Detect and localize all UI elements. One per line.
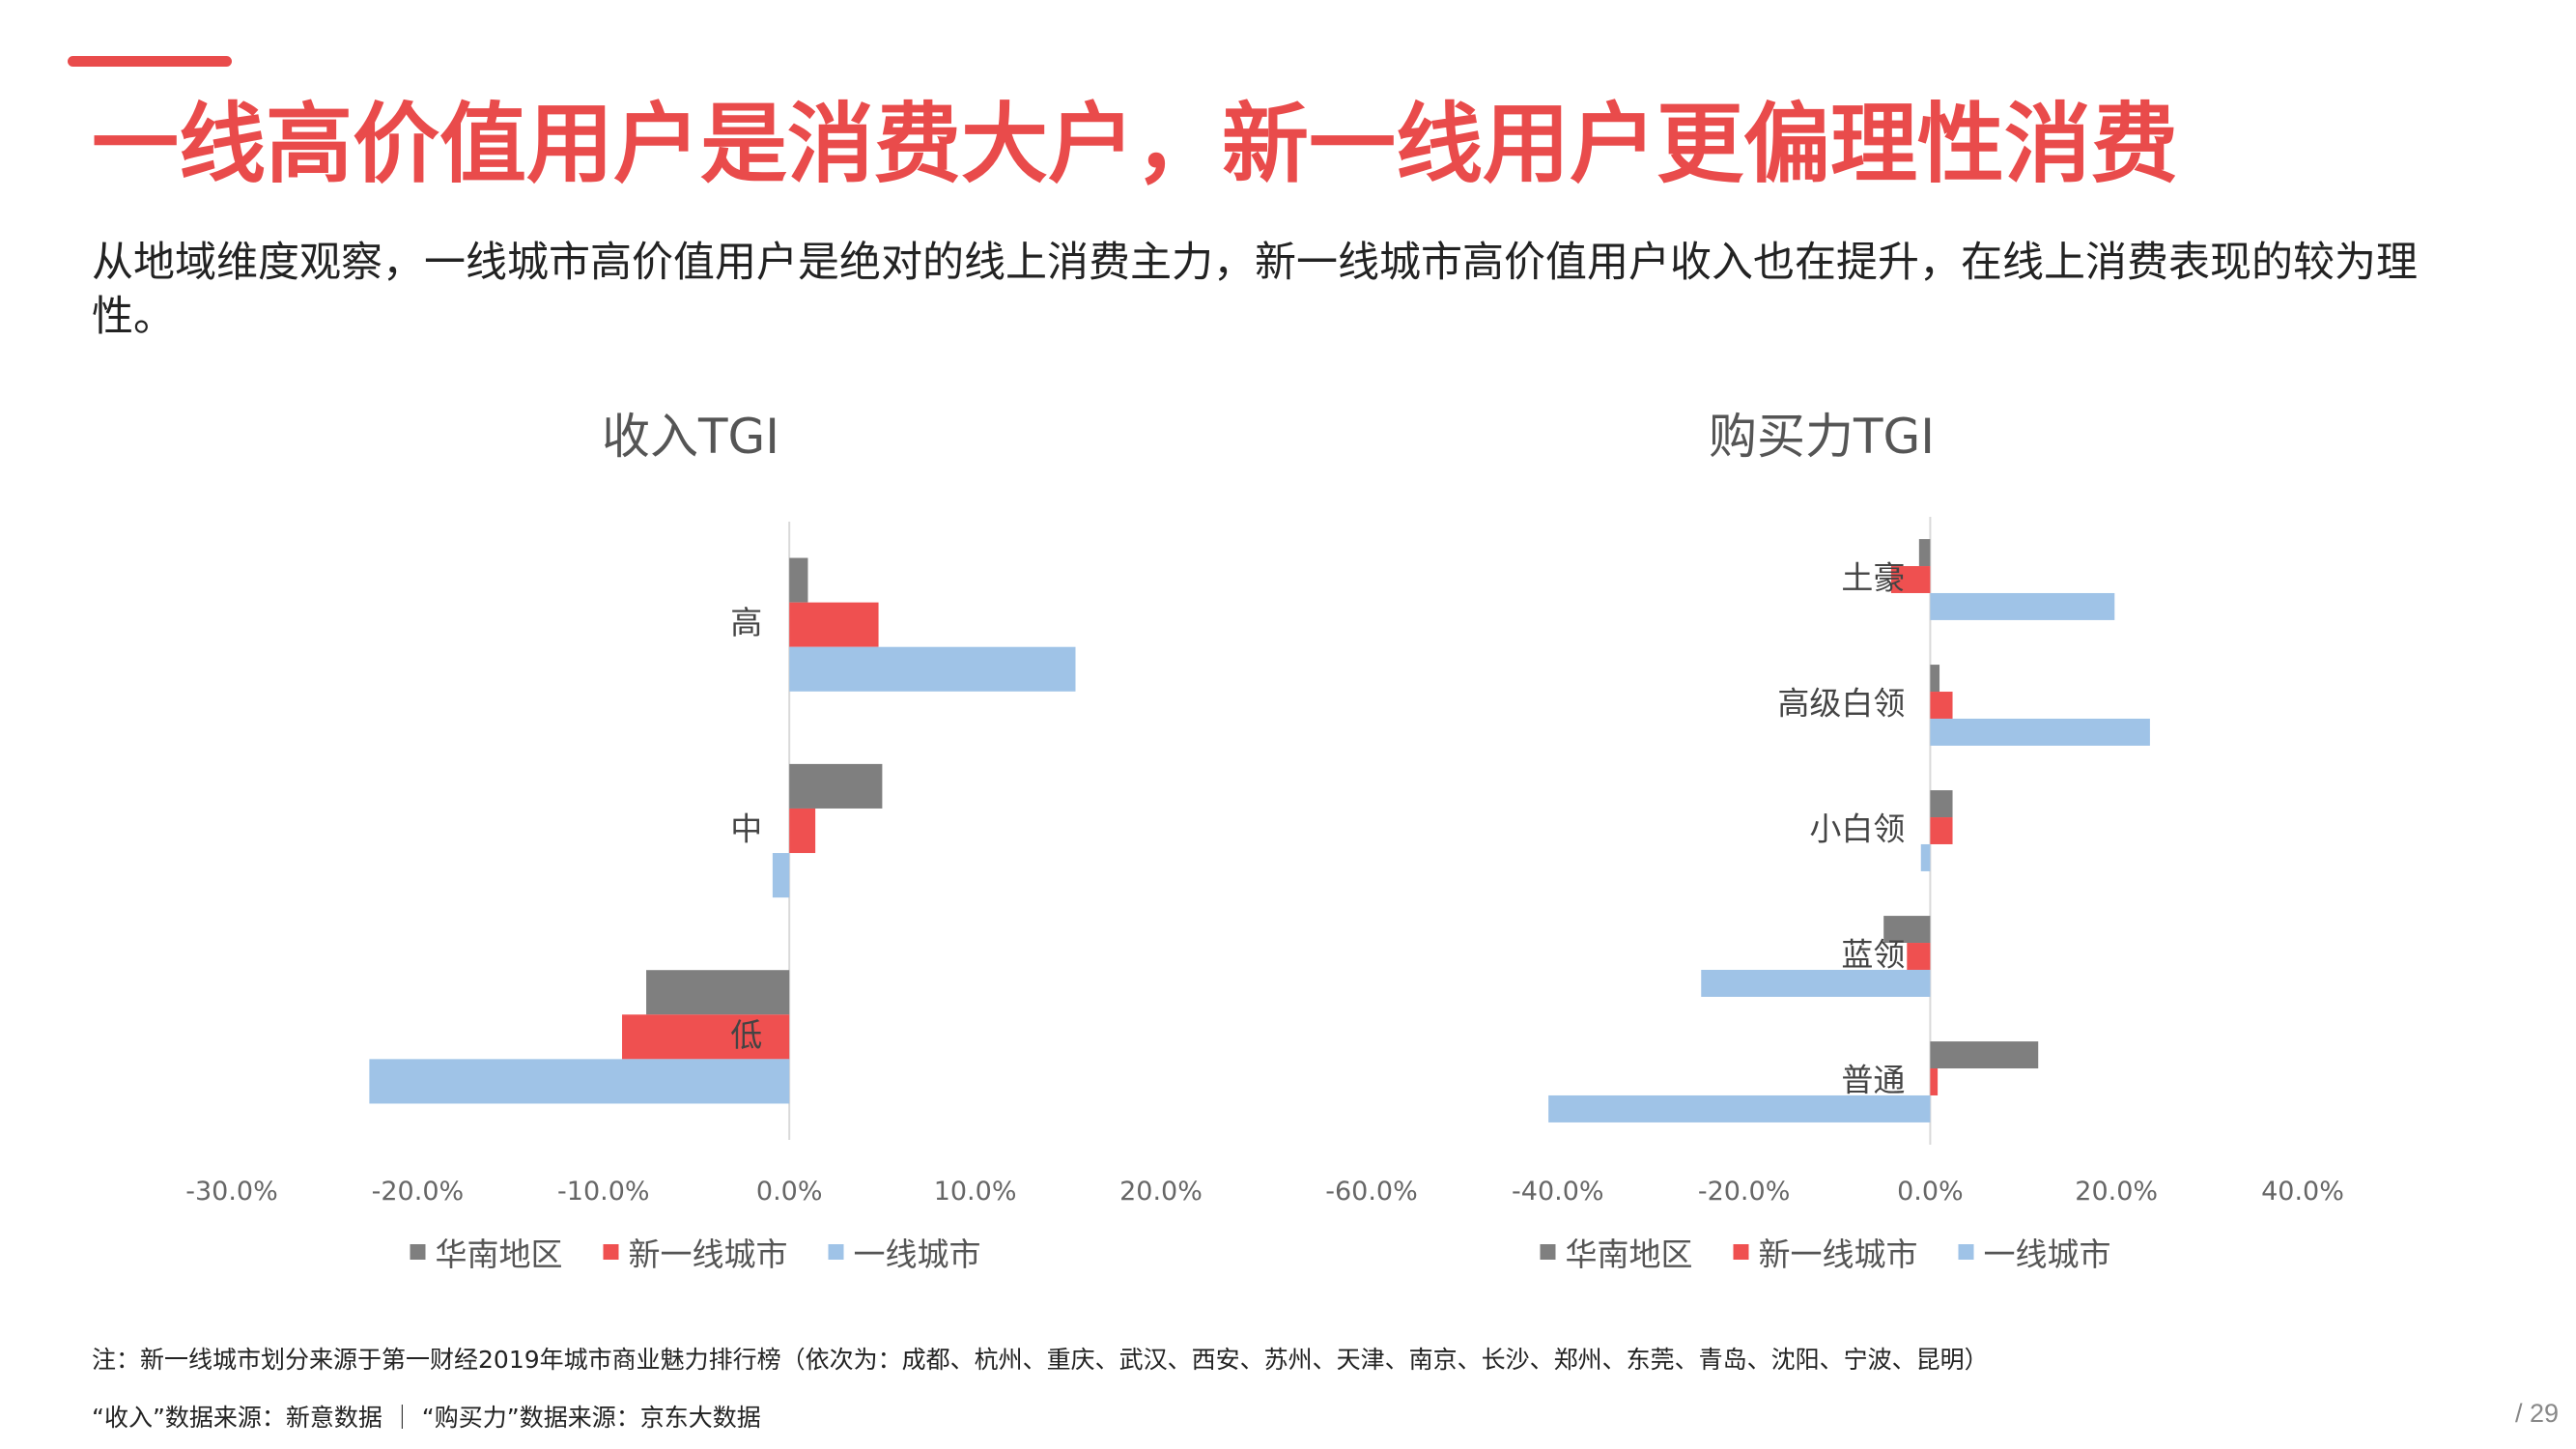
bar-yixian-1 [1930,718,2150,746]
category-label: 蓝领 [1841,936,1905,974]
x-tick-label: 10.0% [934,1177,1017,1207]
bar-yixian-1 [772,853,790,898]
x-tick-label: 40.0% [2261,1177,2344,1207]
x-tick-label: -20.0% [1698,1177,1791,1207]
bar-xinyixian-1 [789,808,816,854]
accent-bar [68,56,232,67]
category-label: 高级白领 [1777,685,1905,723]
legend-item-huanan: 华南地区 [1540,1229,1693,1275]
legend-item-xinyixian: 新一线城市 [603,1229,788,1275]
bar-huanan-2 [1930,790,1953,818]
category-label: 低 [730,1016,762,1054]
legend-item-yixian: 一线城市 [828,1229,981,1275]
legend-swatch-xinyixian [603,1244,619,1260]
legend-label-xinyixian: 新一线城市 [628,1236,788,1273]
legend-label-xinyixian: 新一线城市 [1758,1236,1918,1273]
legend-label-yixian: 一线城市 [1983,1236,2111,1273]
purchasing-power-tgi-chart: 土豪高级白领小白领蓝领普通 -60.0% -40.0% -20.0% 0.0% 20.0%… [1285,386,2576,1294]
x-tick-label: -40.0% [1512,1177,1604,1207]
legend-swatch-huanan [1540,1244,1556,1260]
legend-label-huanan: 华南地区 [1565,1236,1693,1273]
bar-xinyixian-4 [1930,1068,1939,1095]
bar-yixian-0 [1930,592,2115,620]
bar-xinyixian-1 [1930,692,1953,719]
category-label: 高 [730,604,762,641]
page-subtitle: 从地域维度观察，一线城市高价值用户是绝对的线上消费主力，新一线城市高价值用户收入… [92,239,2418,341]
x-tick-label: -30.0% [185,1177,278,1207]
category-label: 中 [730,810,762,848]
legend-item-huanan: 华南地区 [410,1229,563,1275]
bar-huanan-4 [1930,1041,2039,1069]
x-tick-label: 0.0% [1897,1177,1964,1207]
x-tick-label: -20.0% [372,1177,465,1207]
bar-huanan-3 [1883,916,1931,944]
legend-item-xinyixian: 新一线城市 [1733,1229,1918,1275]
category-label: 普通 [1841,1062,1905,1099]
bar-xinyixian-3 [1907,943,1931,970]
x-tick-label: -10.0% [557,1177,650,1207]
page-number: / 29 [2514,1399,2559,1428]
footnote-city-list: 注：新一线城市划分来源于第一财经2019年城市商业魅力排行榜（依次为：成都、杭州… [92,1346,1989,1374]
bar-yixian-2 [1920,843,1931,871]
x-tick-label: 0.0% [756,1177,823,1207]
x-tick-label: -60.0% [1325,1177,1418,1207]
bar-huanan-2 [646,970,790,1015]
income-tgi-title: 收入TGI [601,409,780,465]
bar-xinyixian-2 [1930,817,1953,844]
income-tgi-legend: 华南地区 新一线城市 一线城市 [410,1229,981,1275]
bar-huanan-1 [1930,665,1940,693]
x-tick-label: 20.0% [1119,1177,1203,1207]
page-title: 一线高价值用户是消费大户，新一线用户更偏理性消费 [92,94,2178,195]
bar-huanan-1 [789,763,883,809]
bar-huanan-0 [789,557,808,603]
category-label: 小白领 [1809,810,1905,848]
legend-label-huanan: 华南地区 [435,1236,563,1273]
footnote-data-source: “收入”数据来源：新意数据 ｜ “购买力”数据来源：京东大数据 [92,1404,761,1432]
legend-item-yixian: 一线城市 [1958,1229,2111,1275]
legend-swatch-huanan [410,1244,426,1260]
purchasing-power-tgi-title: 购买力TGI [1708,409,1936,465]
income-tgi-chart: 高中低 -30.0% -20.0% -10.0% 0.0% 10.0% 20.0% 收入TG… [0,386,1285,1294]
bar-xinyixian-0 [1890,566,1931,593]
category-label: 土豪 [1841,559,1905,597]
legend-swatch-xinyixian [1733,1244,1749,1260]
bar-xinyixian-0 [789,602,879,647]
bar-yixian-3 [1701,969,1931,997]
x-tick-label: 20.0% [2075,1177,2158,1207]
bar-xinyixian-2 [622,1014,790,1060]
legend-swatch-yixian [828,1244,844,1260]
bar-yixian-2 [369,1059,790,1104]
legend-swatch-yixian [1958,1244,1974,1260]
legend-label-yixian: 一线城市 [853,1236,981,1273]
bar-yixian-0 [789,646,1076,692]
purchasing-power-tgi-legend: 华南地区 新一线城市 一线城市 [1540,1229,2111,1275]
bar-yixian-4 [1548,1094,1931,1122]
income-tgi-plot: 高中低 -30.0% -20.0% -10.0% 0.0% 10.0% 20.0% [185,522,1203,1207]
bar-huanan-0 [1918,539,1931,567]
